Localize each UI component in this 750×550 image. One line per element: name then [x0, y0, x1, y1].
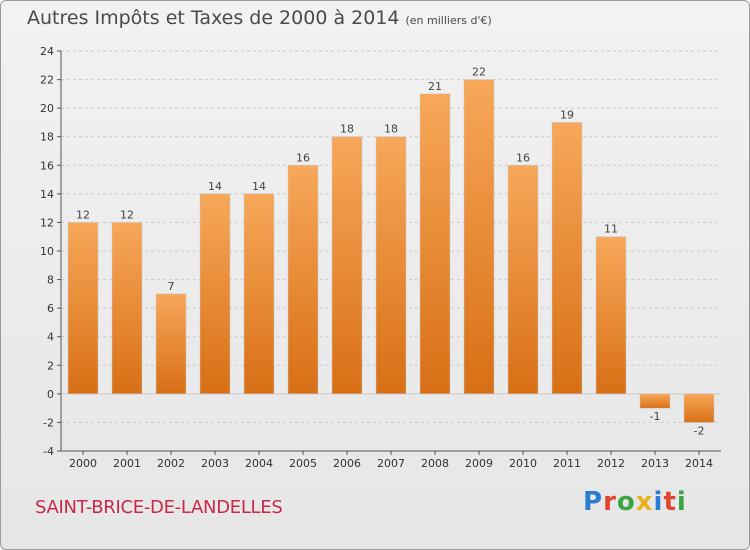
logo-letter: t — [663, 487, 677, 517]
x-tick-label: 2013 — [641, 457, 669, 470]
bar — [639, 393, 671, 409]
x-tick-label: 2007 — [377, 457, 405, 470]
x-tick-label: 2001 — [113, 457, 141, 470]
chart-unit: (en milliers d'€) — [405, 14, 492, 27]
bar-value-label: -2 — [694, 424, 705, 437]
bars — [67, 79, 715, 423]
logo-letter: i — [653, 487, 664, 517]
bar — [199, 193, 231, 395]
bar — [155, 293, 187, 395]
bar-value-label: 18 — [340, 123, 354, 136]
bar — [287, 165, 319, 395]
x-tick-label: 2010 — [509, 457, 537, 470]
y-tick-label: 20 — [40, 102, 54, 115]
logo-text: Proxiti — [583, 487, 687, 517]
bar — [67, 222, 99, 395]
y-tick-label: 0 — [47, 388, 54, 401]
y-tick-label: 18 — [40, 131, 54, 144]
x-tick-label: 2011 — [553, 457, 581, 470]
logo-letter: P — [583, 487, 604, 517]
bar — [683, 393, 715, 423]
x-tick-label: 2005 — [289, 457, 317, 470]
bar — [375, 136, 407, 395]
bar — [111, 222, 143, 395]
bar-value-label: 12 — [76, 208, 90, 221]
bar — [463, 79, 495, 395]
x-tick-label: 2009 — [465, 457, 493, 470]
y-tick-label: 4 — [47, 331, 54, 344]
bar-value-label: 16 — [516, 151, 530, 164]
y-tick-label: 12 — [40, 216, 54, 229]
bar-value-label: 18 — [384, 123, 398, 136]
logo-letter: i — [676, 487, 687, 517]
x-tick-label: 2012 — [597, 457, 625, 470]
bar-value-label: 22 — [472, 66, 486, 79]
bar-value-label: 11 — [604, 223, 618, 236]
y-tick-label: 24 — [40, 45, 54, 58]
logo-letter: o — [616, 487, 636, 517]
logo-letter: r — [603, 487, 617, 517]
x-tick-label: 2004 — [245, 457, 273, 470]
y-tick-label: -2 — [43, 416, 54, 429]
bar-value-label: 7 — [168, 280, 175, 293]
data-labels: 12 12 7 14 14 16 18 18 21 22 16 19 11 -1 -2 — [76, 66, 704, 438]
y-tick-label: -4 — [43, 445, 54, 458]
x-tick-label: 2000 — [69, 457, 97, 470]
x-tick-label: 2014 — [685, 457, 713, 470]
bar — [419, 93, 451, 395]
bar-value-label: 14 — [208, 180, 222, 193]
y-tick-label: 2 — [47, 359, 54, 372]
x-tick-label: 2002 — [157, 457, 185, 470]
bar-value-label: 14 — [252, 180, 266, 193]
chart-title-text: Autres Impôts et Taxes de 2000 à 2014 — [27, 7, 400, 29]
bar — [507, 165, 539, 395]
y-tick-label: 10 — [40, 245, 54, 258]
proxiti-logo[interactable]: Proxiti — [583, 487, 687, 517]
bar-value-label: 16 — [296, 151, 310, 164]
chart-title: Autres Impôts et Taxes de 2000 à 2014 (en… — [27, 7, 492, 29]
logo-letter: x — [635, 487, 654, 517]
y-tick-label: 6 — [47, 302, 54, 315]
bar — [243, 193, 275, 395]
x-tick-label: 2008 — [421, 457, 449, 470]
x-tick-label: 2006 — [333, 457, 361, 470]
bar — [331, 136, 363, 395]
y-tick-label: 16 — [40, 159, 54, 172]
x-tick-label: 2003 — [201, 457, 229, 470]
bar — [595, 236, 627, 395]
bar-value-label: 21 — [428, 80, 442, 93]
y-tick-label: 14 — [40, 188, 54, 201]
bar — [551, 122, 583, 395]
y-tick-label: 8 — [47, 274, 54, 287]
commune-name: SAINT-BRICE-DE-LANDELLES — [35, 497, 283, 518]
bar-value-label: 19 — [560, 108, 574, 121]
bar-value-label: 12 — [120, 208, 134, 221]
bar-value-label: -1 — [650, 410, 661, 423]
y-tick-label: 22 — [40, 74, 54, 87]
